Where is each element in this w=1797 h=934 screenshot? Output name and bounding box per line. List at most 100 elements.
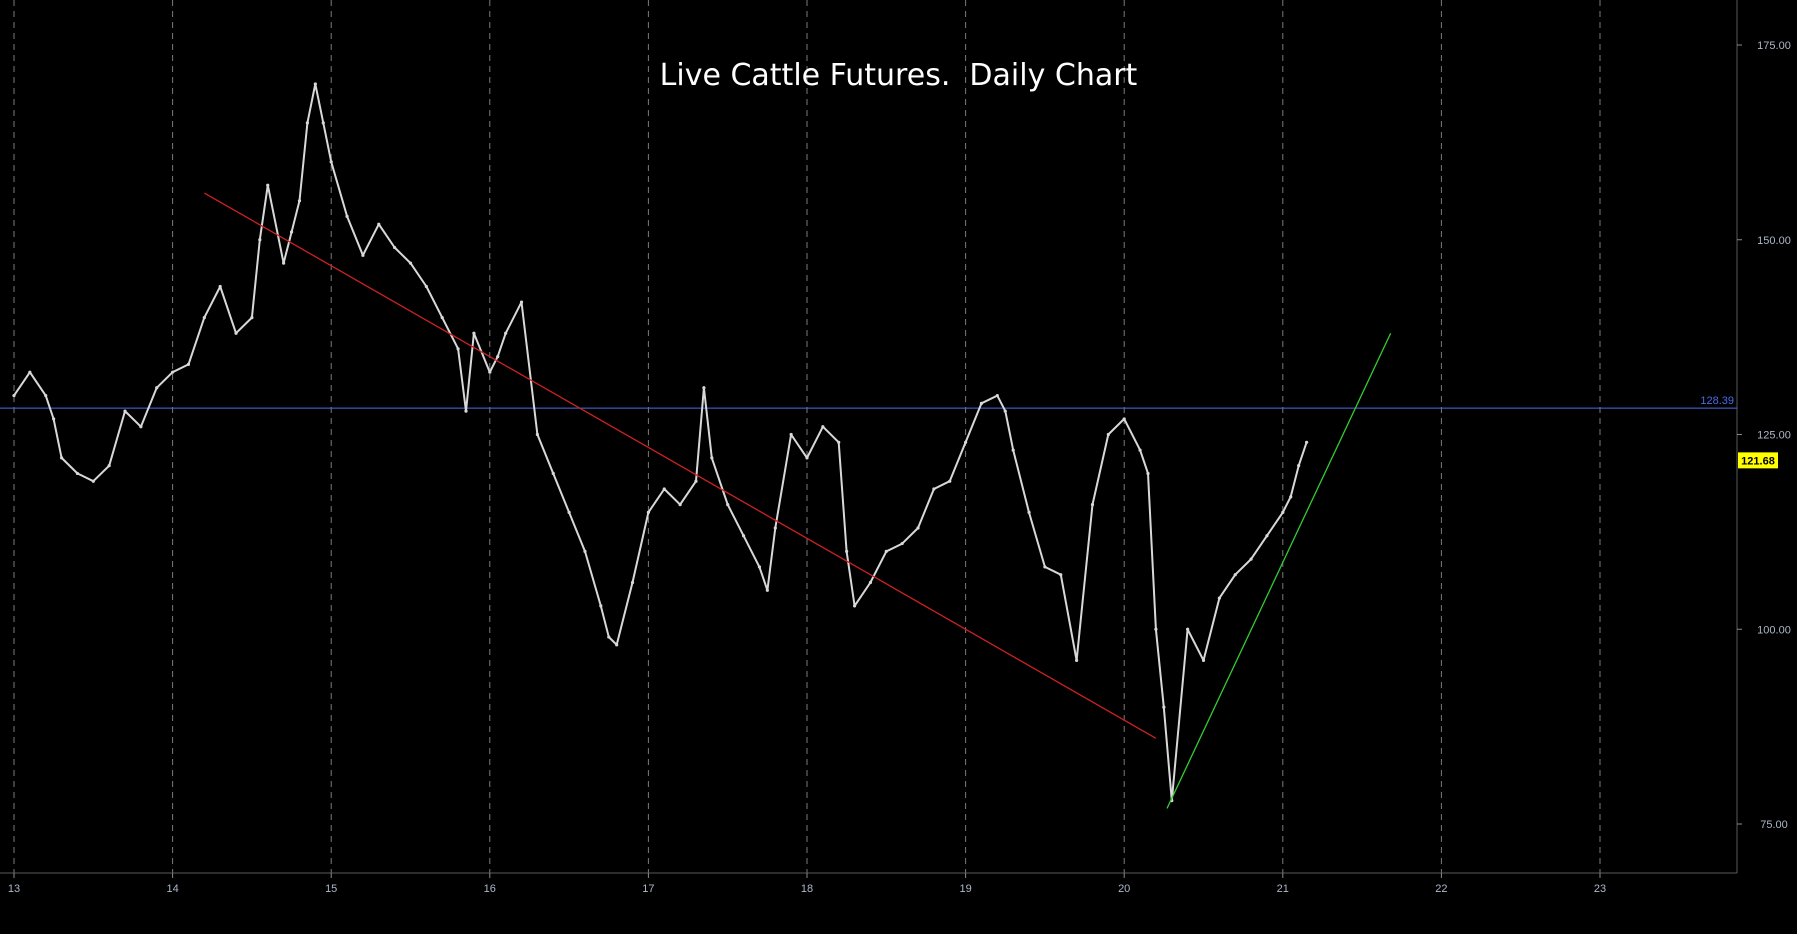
series-point (868, 580, 873, 585)
green-trendline (1166, 332, 1392, 809)
series-point (551, 471, 555, 476)
series-point (757, 565, 762, 569)
series-point (583, 549, 587, 553)
series-point (741, 534, 746, 538)
series-point (313, 82, 317, 86)
series-point (12, 393, 16, 398)
series-point (408, 261, 413, 265)
series-point (440, 316, 444, 320)
series-point (28, 370, 32, 374)
series-point (266, 183, 270, 187)
series-point (694, 479, 698, 483)
series-point (171, 370, 175, 374)
series-point (1146, 471, 1150, 476)
series-point (424, 284, 428, 289)
series-point (535, 432, 539, 437)
series-point (107, 464, 111, 468)
x-tick-label-16: 16 (484, 883, 496, 895)
y-tick-label-100.00: 100.00 (1757, 624, 1791, 636)
series-point (1201, 658, 1206, 663)
series-point (345, 214, 349, 218)
y-tick-label-125.00: 125.00 (1757, 430, 1791, 442)
x-tick-label-21: 21 (1277, 883, 1289, 895)
series-point (1249, 557, 1253, 561)
series-point (329, 160, 333, 164)
series-point (599, 604, 603, 608)
series-point (1075, 658, 1079, 663)
series-point (1265, 534, 1269, 538)
series-point (218, 284, 222, 289)
series-point (1217, 596, 1221, 600)
series-point (289, 230, 294, 234)
x-tick-label-19: 19 (959, 883, 971, 895)
series-point (258, 238, 262, 242)
x-tick-label-22: 22 (1435, 883, 1447, 895)
last-price-badge-box (1738, 452, 1778, 469)
series-point (504, 331, 508, 335)
y-axis-ticks: 175.00 150.00 125.00 100.00 75.00 (1737, 40, 1791, 831)
series-point (852, 604, 857, 608)
series-point (1106, 432, 1110, 437)
series-point (964, 440, 968, 444)
series-point (995, 393, 999, 398)
series-point (805, 456, 809, 460)
vertical-gridlines (13, 0, 1601, 873)
series-point (1162, 705, 1166, 709)
axes (0, 0, 1738, 874)
series-point (202, 316, 206, 320)
series-point (726, 503, 730, 507)
series-point (361, 253, 365, 257)
series-point (297, 199, 302, 203)
series-point (321, 121, 325, 125)
series-point (1011, 448, 1015, 452)
series-point (607, 635, 611, 639)
series-point (250, 316, 254, 320)
series-point (710, 456, 714, 460)
series-point (1043, 565, 1047, 569)
series-point (155, 386, 159, 390)
series-point (496, 355, 500, 359)
series-point (916, 526, 920, 530)
series-point (234, 331, 238, 335)
series-point (1186, 627, 1190, 631)
series-point (488, 370, 492, 374)
series-point (1304, 440, 1309, 444)
series-point (59, 456, 64, 460)
series-point (305, 121, 310, 125)
series-point (567, 510, 571, 514)
x-tick-label-23: 23 (1594, 883, 1606, 895)
x-tick-label-15: 15 (325, 883, 337, 895)
series-point (678, 503, 682, 507)
horizontal-level-line: 128.39 (0, 395, 1737, 409)
price-series (12, 82, 1309, 803)
red-trendline (203, 192, 1157, 739)
series-point (1154, 627, 1158, 631)
series-point (702, 386, 706, 390)
last-price-badge-label: 121.68 (1741, 455, 1775, 467)
series-point (662, 487, 666, 491)
series-point (845, 549, 849, 553)
series-point (932, 487, 936, 491)
series-point (789, 432, 793, 437)
series-point (282, 261, 286, 265)
y-tick-label-150.00: 150.00 (1757, 235, 1791, 247)
x-tick-label-18: 18 (801, 883, 813, 895)
series-point (464, 409, 468, 413)
series-point (1027, 510, 1031, 514)
x-tick-label-14: 14 (166, 883, 178, 895)
x-tick-label-20: 20 (1118, 883, 1130, 895)
x-tick-label-17: 17 (642, 883, 654, 895)
last-price-badge: 121.68 (1738, 452, 1778, 469)
series-point (837, 440, 841, 444)
series-point (1122, 417, 1126, 421)
series-point (615, 643, 619, 647)
series-point (979, 401, 984, 405)
series-point (1297, 464, 1301, 468)
series-point (773, 526, 777, 530)
series-point (821, 425, 825, 429)
series-point (1289, 495, 1293, 499)
series-point (123, 409, 127, 413)
trendlines (203, 192, 1392, 809)
